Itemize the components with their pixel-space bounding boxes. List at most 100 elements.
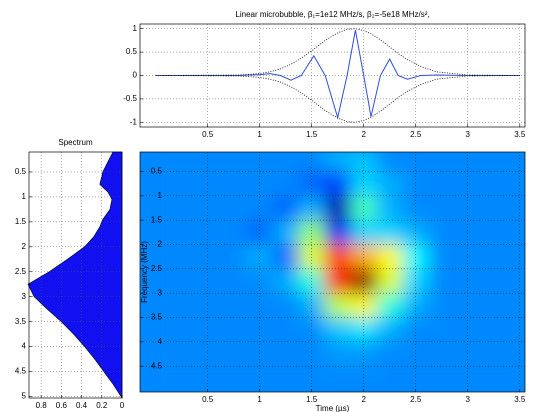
heatmap-cell xyxy=(428,317,456,343)
y-tick-label: 1 xyxy=(158,191,163,200)
heatmap-cell xyxy=(324,317,352,343)
y-tick-label: 4.5 xyxy=(151,361,163,370)
heatmap-cell xyxy=(506,341,525,367)
heatmap-cell xyxy=(376,195,404,221)
heatmap-cell xyxy=(246,152,274,172)
x-tick-label: 3 xyxy=(466,130,471,139)
heatmap-cell xyxy=(376,268,404,294)
heatmap-cell xyxy=(272,366,300,392)
y-tick-label: 3 xyxy=(158,288,163,297)
heatmap-cell xyxy=(272,244,300,270)
heatmap-cell xyxy=(506,171,525,197)
heatmap-cell xyxy=(272,341,300,367)
signal-line xyxy=(155,75,520,123)
x-tick-label: 0.6 xyxy=(56,401,68,410)
y-tick-label: -0.5 xyxy=(123,94,137,103)
heatmap-cell xyxy=(376,244,404,270)
heatmap-cell xyxy=(454,366,482,392)
heatmap-cell xyxy=(324,268,352,294)
y-tick-label: 2 xyxy=(22,242,27,251)
heatmap-cell xyxy=(168,152,196,172)
y-tick-label: 4.5 xyxy=(15,367,27,376)
y-tick-label: 2 xyxy=(158,240,163,249)
axes-frame xyxy=(28,151,123,399)
heatmap-cell xyxy=(376,366,404,392)
heatmap-cell xyxy=(220,220,248,245)
y-tick-label: 1.5 xyxy=(151,215,163,224)
heatmap-cell xyxy=(454,195,482,221)
x-tick-label: 0.8 xyxy=(36,401,48,410)
heatmap-cell xyxy=(402,220,430,245)
heatmap-cell xyxy=(506,293,525,319)
heatmap-cell xyxy=(168,220,196,245)
y-tick-label: 0.5 xyxy=(15,167,27,176)
heatmap-cell xyxy=(480,152,508,172)
heatmap-cell xyxy=(428,268,456,294)
heatmap-cell xyxy=(402,152,430,172)
heatmap-cell xyxy=(220,152,248,172)
x-tick-label: 0.5 xyxy=(202,130,214,139)
panel: Time (µs) Frequency (MHz) 0.5 1 1.5 2 2.5 3 3.5 0… xyxy=(139,151,526,412)
heatmap-cell xyxy=(428,341,456,367)
heatmap-cell xyxy=(324,341,352,367)
heatmap-cell xyxy=(402,171,430,197)
heatmap-cell xyxy=(298,293,326,319)
heatmap-cell xyxy=(220,195,248,221)
x-tick-label: 0.2 xyxy=(96,401,108,410)
heatmap-cell xyxy=(272,220,300,245)
heatmap-cell xyxy=(350,244,378,270)
heatmap-cell xyxy=(376,293,404,319)
x-tick-label: 1.5 xyxy=(306,395,318,404)
y-tick-label: 1.5 xyxy=(15,217,27,226)
chart-title: Linear microbubble, β₁=1e12 MHz/s, β₂=-5… xyxy=(235,10,429,19)
heatmap-cell xyxy=(324,152,352,172)
heatmap-cell xyxy=(298,195,326,221)
heatmap-cell xyxy=(350,220,378,245)
heatmap-cell xyxy=(142,268,170,294)
y-tick-label: 1 xyxy=(22,192,27,201)
heatmap-cell xyxy=(324,244,352,270)
heatmap-cell xyxy=(246,195,274,221)
heatmap-cell xyxy=(506,220,525,245)
heatmap-cell xyxy=(142,171,170,197)
heatmap-cell xyxy=(272,195,300,221)
heatmap-cell xyxy=(376,341,404,367)
x-tick-label: 2 xyxy=(361,395,366,404)
heatmap-cell xyxy=(376,171,404,197)
heatmap-cell xyxy=(194,366,222,392)
signal-line xyxy=(155,30,520,120)
heatmap-cell xyxy=(220,268,248,294)
heatmap-cells xyxy=(142,152,525,392)
y-tick-label: 3 xyxy=(22,292,27,301)
heatmap-cell xyxy=(480,293,508,319)
heatmap-cell xyxy=(376,317,404,343)
panel: 0.8 0.6 0.4 0.2 0 0.5 1 1.5 2 2.5 3 3.5 4 4.5 5 Spectru… xyxy=(15,138,125,410)
heatmap-cell xyxy=(142,195,170,221)
heatmap-cell xyxy=(324,366,352,392)
x-tick-label: 1 xyxy=(257,395,262,404)
y-tick-label: 4 xyxy=(22,342,27,351)
heatmap-cell xyxy=(168,171,196,197)
heatmap-cell xyxy=(350,171,378,197)
heatmap-cell xyxy=(298,220,326,245)
heatmap-cell xyxy=(428,220,456,245)
y-tick-label: 0 xyxy=(133,71,138,80)
heatmap-cell xyxy=(350,293,378,319)
heatmap-cell xyxy=(220,317,248,343)
y-tick-label: 3.5 xyxy=(15,317,27,326)
heatmap-cell xyxy=(298,341,326,367)
axes-frame xyxy=(139,23,526,128)
heatmap-cell xyxy=(454,171,482,197)
heatmap-cell xyxy=(298,244,326,270)
heatmap-cell xyxy=(480,268,508,294)
heatmap-cell xyxy=(142,366,170,392)
heatmap-cell xyxy=(298,152,326,172)
heatmap-cell xyxy=(168,268,196,294)
heatmap-cell xyxy=(272,268,300,294)
heatmap-cell xyxy=(350,341,378,367)
heatmap-cell xyxy=(298,171,326,197)
x-tick-label: 2.5 xyxy=(410,395,422,404)
heatmap-cell xyxy=(142,152,170,172)
heatmap-cell xyxy=(220,244,248,270)
